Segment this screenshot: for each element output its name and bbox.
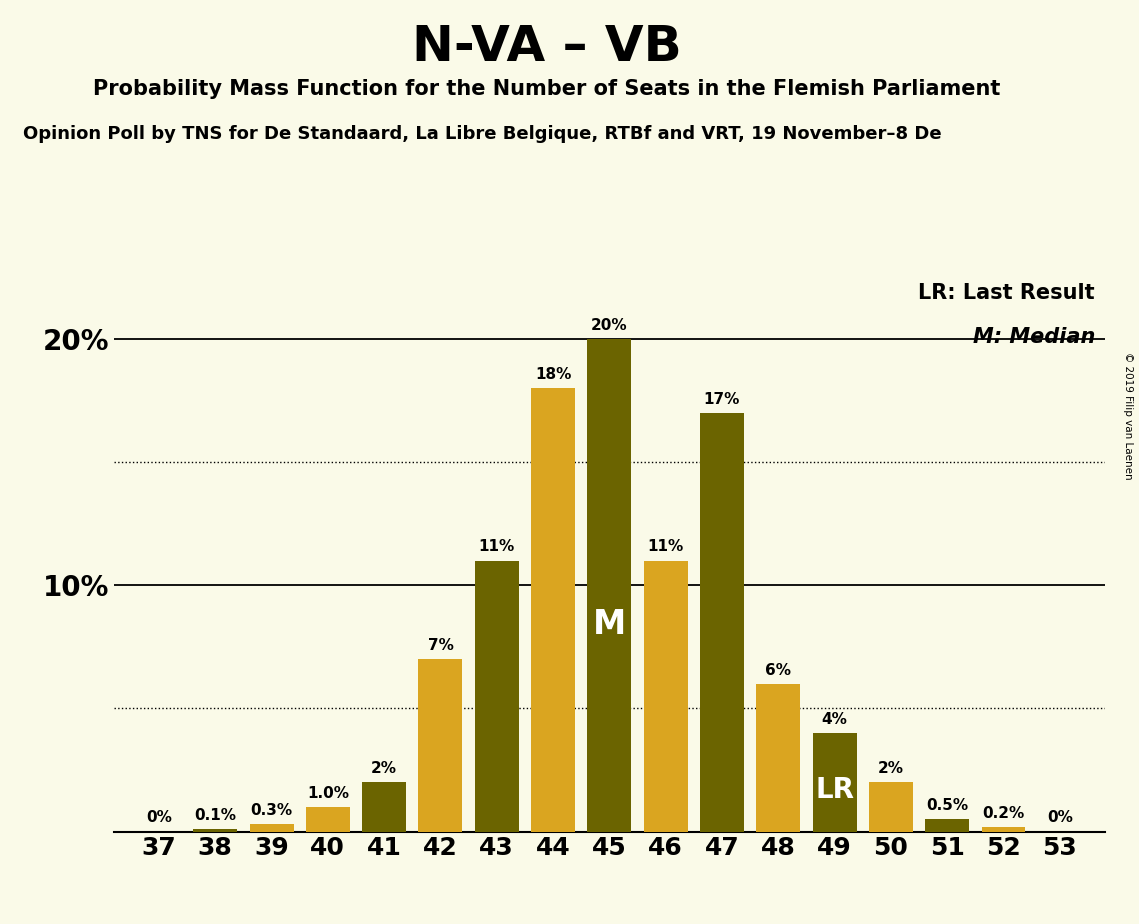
- Text: 20%: 20%: [591, 318, 628, 333]
- Bar: [475, 561, 518, 832]
- Bar: [812, 733, 857, 832]
- Text: 11%: 11%: [478, 540, 515, 554]
- Bar: [306, 807, 350, 832]
- Text: 7%: 7%: [427, 638, 453, 653]
- Bar: [644, 561, 688, 832]
- Text: 0.2%: 0.2%: [982, 806, 1025, 821]
- Bar: [925, 820, 969, 832]
- Bar: [249, 824, 294, 832]
- Text: 11%: 11%: [648, 540, 683, 554]
- Text: 6%: 6%: [765, 663, 792, 677]
- Text: Opinion Poll by TNS for De Standaard, La Libre Belgique, RTBf and VRT, 19 Novemb: Opinion Poll by TNS for De Standaard, La…: [23, 125, 942, 142]
- Bar: [869, 783, 912, 832]
- Text: 2%: 2%: [878, 761, 904, 776]
- Text: 0.1%: 0.1%: [195, 808, 236, 823]
- Bar: [531, 388, 575, 832]
- Bar: [194, 829, 237, 832]
- Text: 0.3%: 0.3%: [251, 803, 293, 818]
- Bar: [756, 684, 801, 832]
- Text: 0%: 0%: [146, 810, 172, 825]
- Text: 4%: 4%: [821, 711, 847, 727]
- Text: 0.5%: 0.5%: [926, 798, 968, 813]
- Text: 17%: 17%: [704, 392, 740, 407]
- Bar: [982, 827, 1025, 832]
- Text: 18%: 18%: [535, 367, 572, 382]
- Bar: [588, 339, 631, 832]
- Text: 0%: 0%: [1047, 810, 1073, 825]
- Text: LR: LR: [816, 776, 854, 804]
- Bar: [418, 659, 462, 832]
- Text: N-VA – VB: N-VA – VB: [412, 23, 681, 71]
- Text: Probability Mass Function for the Number of Seats in the Flemish Parliament: Probability Mass Function for the Number…: [93, 79, 1000, 99]
- Text: M: M: [592, 608, 626, 641]
- Text: 1.0%: 1.0%: [306, 785, 349, 801]
- Bar: [700, 413, 744, 832]
- Text: © 2019 Filip van Laenen: © 2019 Filip van Laenen: [1123, 352, 1133, 480]
- Text: 2%: 2%: [371, 761, 398, 776]
- Text: LR: Last Result: LR: Last Result: [918, 283, 1095, 303]
- Bar: [362, 783, 407, 832]
- Text: M: Median: M: Median: [973, 327, 1095, 347]
